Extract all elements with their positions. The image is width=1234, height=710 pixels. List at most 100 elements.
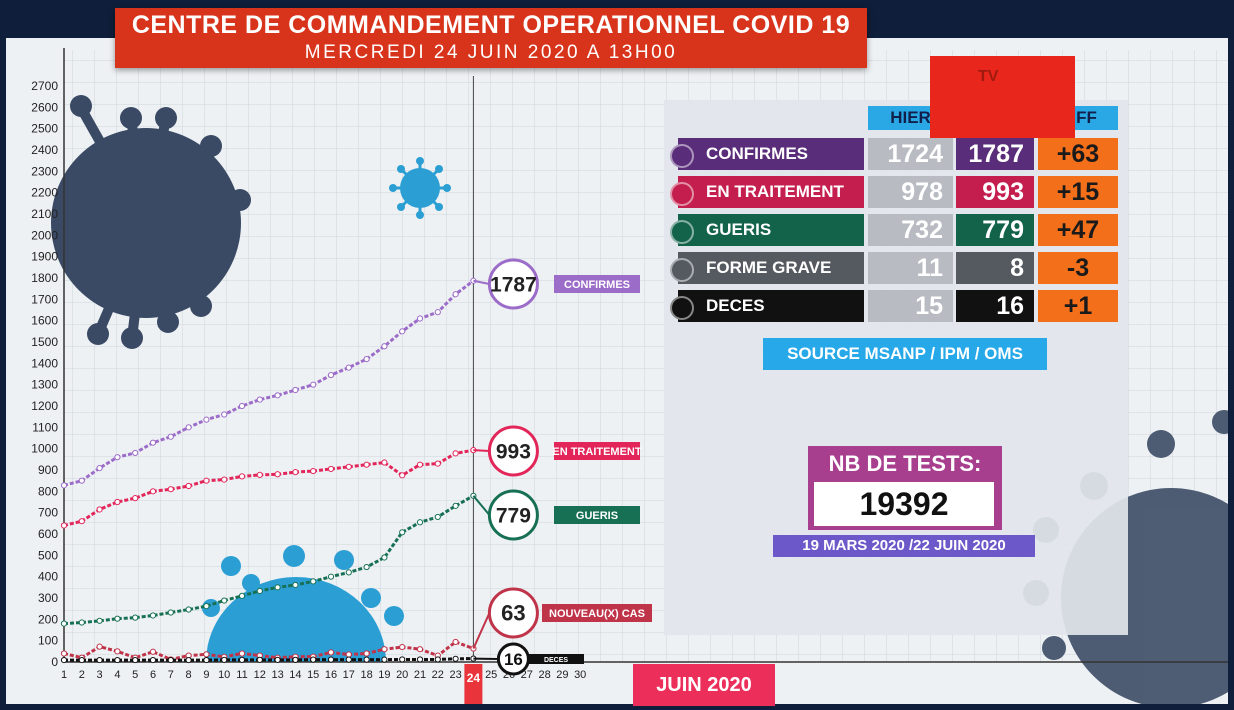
data-point: [238, 650, 246, 657]
cell-diff: -3: [1038, 252, 1118, 284]
highlight-day-marker: [464, 664, 483, 704]
cell-today: 16: [956, 290, 1034, 322]
data-point: [238, 656, 246, 663]
data-point: [185, 424, 192, 431]
y-tick-label: 1300: [31, 378, 58, 392]
y-tick-label: 2500: [31, 122, 58, 136]
y-tick-label: 100: [38, 634, 58, 648]
y-tick-label: 800: [38, 484, 58, 498]
data-point: [78, 656, 85, 664]
tests-box: NB DE TESTS: 19392: [808, 446, 1002, 530]
y-tick-label: 500: [38, 548, 58, 562]
x-tick-label: 30: [574, 669, 586, 681]
data-point: [203, 416, 210, 423]
label-connector: [472, 612, 491, 649]
data-point: [221, 476, 228, 483]
data-point: [167, 433, 174, 440]
x-tick-label: 16: [325, 669, 337, 681]
data-point: [345, 656, 352, 663]
data-point: [381, 459, 388, 466]
y-tick-label: 1800: [31, 271, 58, 285]
x-tick-label: 2: [79, 669, 85, 681]
data-point: [96, 506, 103, 513]
row-label-text: GUERIS: [706, 220, 772, 239]
data-point: [452, 450, 459, 457]
data-point: [452, 638, 459, 646]
x-tick-label: 15: [307, 669, 319, 681]
row-label-text: EN TRAITEMENT: [706, 182, 844, 201]
y-tick-label: 1400: [31, 356, 58, 370]
data-point: [60, 482, 68, 489]
x-tick-label: 5: [132, 669, 138, 681]
y-tick-label: 2100: [31, 207, 58, 221]
y-tick-label: 1700: [31, 292, 58, 306]
y-tick-label: 2200: [31, 186, 58, 200]
x-tick-label: 12: [254, 669, 266, 681]
y-tick-label: 2000: [31, 228, 58, 242]
data-point: [78, 518, 85, 525]
x-tick-label: 27: [521, 669, 533, 681]
series-name-tag: [554, 506, 640, 524]
x-tick-label: 13: [271, 669, 283, 681]
chart-end-labels: 1787 CONFIRMES 993 EN TRAITEMENT 779 GUERIS 63…: [472, 258, 652, 676]
data-point: [149, 656, 157, 664]
x-tick-label: 14: [289, 669, 301, 681]
y-tick-label: 0: [51, 655, 58, 669]
data-point: [452, 655, 459, 662]
data-point: [363, 656, 370, 663]
data-point: [399, 472, 406, 479]
data-point: [434, 656, 441, 663]
data-point: [399, 529, 406, 536]
data-point: [292, 469, 299, 476]
x-tick-label: 17: [343, 669, 355, 681]
x-tick-label: 19: [378, 669, 390, 681]
end-value-label: 16: [504, 650, 523, 669]
end-value-label: 779: [496, 504, 531, 527]
data-point: [78, 619, 85, 626]
x-tick-label: 23: [449, 669, 461, 681]
data-point: [434, 460, 441, 467]
end-value-label: 1787: [490, 273, 537, 296]
data-point: [292, 386, 299, 394]
data-point: [132, 495, 139, 502]
cell-diff: +47: [1038, 214, 1118, 246]
end-value-circle: [487, 425, 539, 477]
data-point: [203, 603, 210, 610]
data-point: [452, 291, 459, 298]
series-name-label: GUERIS: [576, 510, 618, 522]
label-connector: [472, 495, 491, 516]
data-point: [185, 606, 192, 613]
row-dot-icon: [670, 220, 694, 244]
data-point: [292, 581, 299, 589]
label-connector: [473, 279, 490, 285]
data-point: [60, 650, 68, 657]
virus-blue-small-icon: [389, 157, 451, 219]
data-point: [238, 592, 246, 599]
source-label: SOURCE MSANP / IPM / OMS: [763, 338, 1047, 370]
data-point: [132, 449, 139, 457]
series-line: [63, 279, 475, 487]
data-point: [256, 587, 263, 595]
data-point: [310, 656, 317, 663]
data-point: [167, 609, 174, 616]
y-tick-label: 2300: [31, 164, 58, 178]
data-point: [399, 643, 406, 651]
x-tick-label: 8: [186, 669, 192, 681]
cell-yesterday: 732: [868, 214, 953, 246]
x-tick-label: 25: [485, 669, 497, 681]
cell-today: 779: [956, 214, 1034, 246]
y-tick-label: 400: [38, 570, 58, 584]
y-tick-label: 1500: [31, 335, 58, 349]
tests-period: 19 MARS 2020 /22 JUIN 2020: [773, 535, 1035, 557]
row-label-text: DECES: [706, 296, 765, 315]
x-tick-label: 20: [396, 669, 408, 681]
row-label-forme-grave: FORME GRAVE: [670, 252, 864, 284]
series-name-label: DECES: [544, 657, 568, 664]
data-point: [96, 656, 103, 664]
data-point: [256, 656, 263, 663]
row-dot-icon: [670, 296, 694, 320]
data-point: [78, 477, 85, 484]
data-point: [310, 578, 317, 585]
data-point: [132, 614, 139, 621]
x-tick-label: 21: [414, 669, 426, 681]
